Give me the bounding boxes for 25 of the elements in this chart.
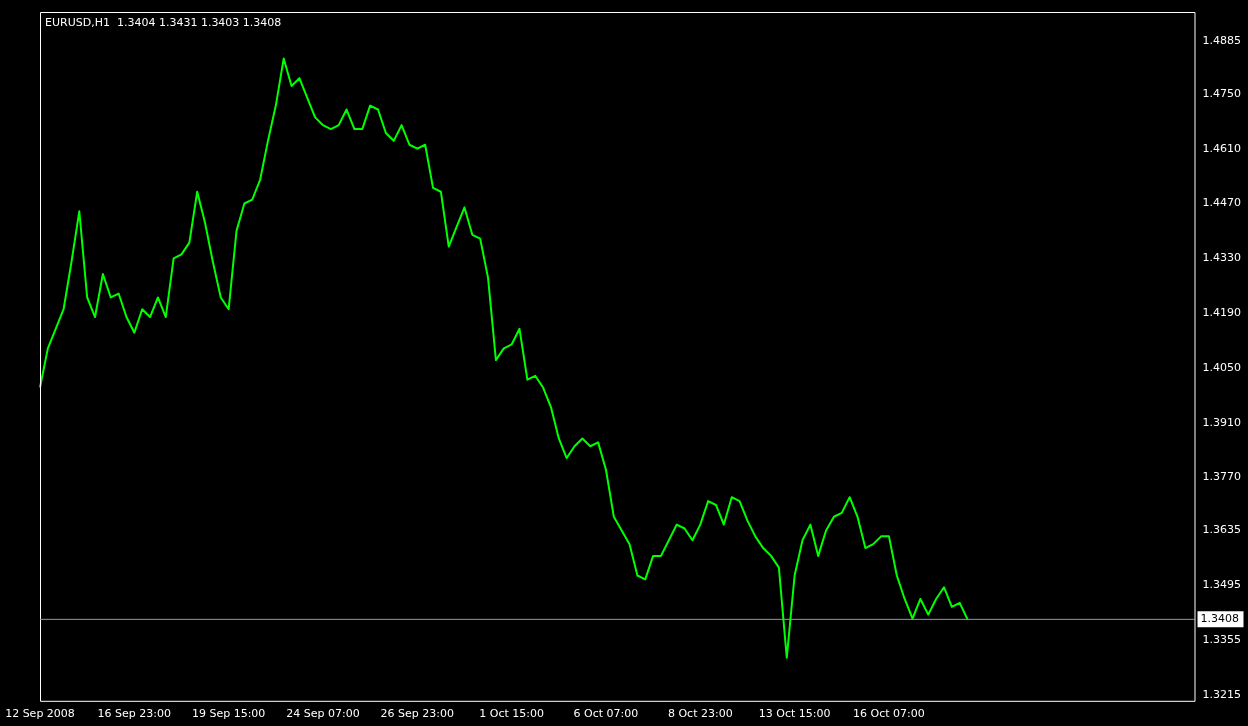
y-tick-label: 1.4050 [1202, 360, 1242, 374]
y-tick-label: 1.4470 [1202, 196, 1242, 210]
y-tick-label: 1.4885 [1202, 33, 1242, 47]
x-tick-label: 1 Oct 15:00 [479, 707, 544, 721]
y-tick-label: 1.3215 [1202, 687, 1242, 701]
y-tick-label: 1.3355 [1202, 632, 1242, 646]
x-tick-label: 13 Oct 15:00 [758, 707, 831, 721]
y-tick-label: 1.4610 [1202, 141, 1242, 155]
x-tick-label: 16 Oct 07:00 [853, 707, 925, 721]
x-tick-label: 12 Sep 2008 [5, 707, 75, 721]
y-tick-label: 1.4190 [1202, 305, 1242, 319]
y-tick-label: 1.4330 [1202, 251, 1242, 265]
y-tick-label: 1.3770 [1202, 470, 1242, 484]
y-tick-label: 1.3495 [1202, 578, 1242, 592]
x-tick-label: 16 Sep 23:00 [97, 707, 172, 721]
x-tick-label: 24 Sep 07:00 [286, 707, 360, 721]
y-tick-label: 1.4750 [1202, 86, 1242, 100]
x-tick-label: 26 Sep 23:00 [380, 707, 455, 721]
y-tick-label: 1.3635 [1202, 523, 1242, 537]
chart-title: EURUSD,H1 1.3404 1.3431 1.3403 1.3408 [45, 16, 282, 30]
x-tick-label: 8 Oct 23:00 [667, 707, 733, 721]
x-tick-label: 19 Sep 15:00 [191, 707, 266, 721]
x-tick-label: 6 Oct 07:00 [573, 707, 639, 721]
y-tick-label: 1.3910 [1202, 415, 1242, 429]
ref-line-label: 1.3408 [1200, 612, 1240, 626]
